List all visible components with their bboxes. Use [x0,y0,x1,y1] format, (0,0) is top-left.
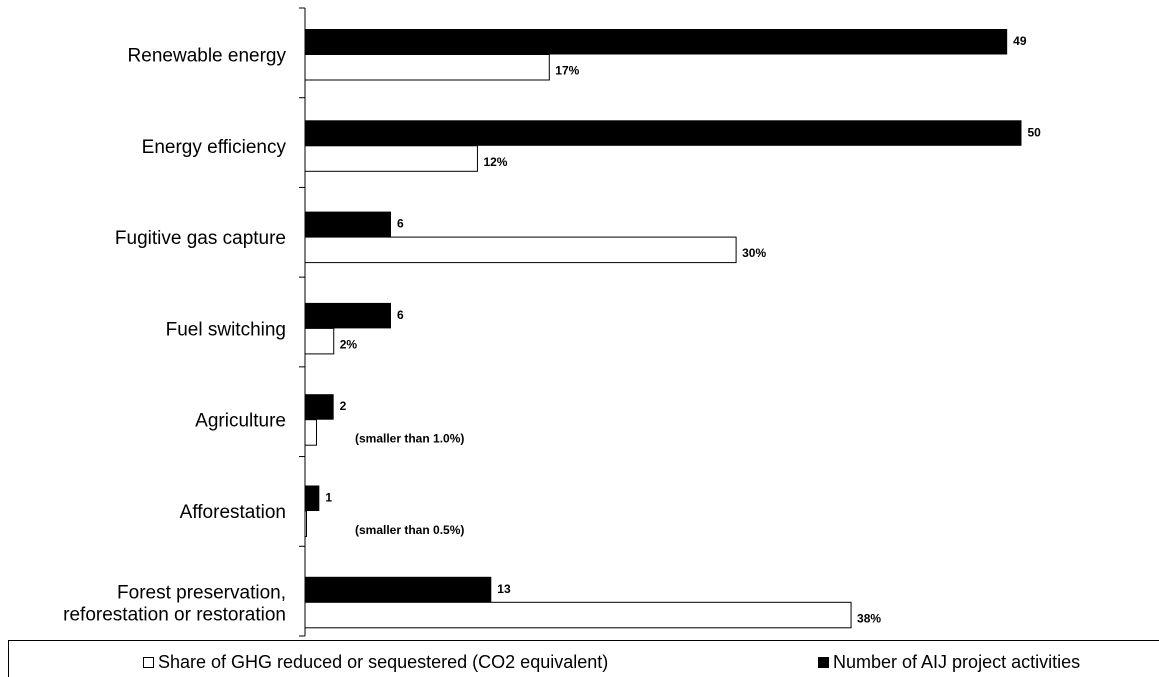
share-value-label: 30% [742,246,766,260]
category-label: Energy efficiency [142,137,287,158]
y-axis [299,7,306,637]
category-label: Fugitive gas capture [115,228,286,249]
count-bar [305,394,334,420]
share-value-label: 17% [555,64,579,78]
count-value-label: 2 [340,399,347,413]
share-note-label: (smaller than 0.5%) [355,523,464,537]
category-label: Afforestation [180,502,286,523]
category-label: Renewable energy [128,46,287,67]
share-value-label: 12% [483,155,507,169]
category-label: Agriculture [195,411,286,432]
share-bar [304,236,737,264]
count-bar [305,29,1008,55]
count-value-label: 50 [1028,125,1042,139]
count-bar [305,120,1022,146]
share-value-label: 2% [340,337,358,351]
share-note-label: (smaller than 1.0%) [355,432,464,446]
count-value-label: 6 [397,308,404,322]
count-value-label: 1 [325,491,332,505]
share-value-label: 38% [857,611,881,625]
category-label: reforestation or restoration [63,604,286,625]
legend: Share of GHG reduced or sequestered (CO2… [0,640,1159,677]
share-bar [304,145,478,172]
legend-item-count: Number of AIJ project activities [818,652,1080,673]
count-bar [305,576,492,603]
share-bar [304,601,852,629]
category-label: Fuel switching [166,319,286,340]
count-bar [305,485,320,511]
legend-label-share: Share of GHG reduced or sequestered (CO2… [158,652,609,672]
bars-layer [304,29,1022,629]
count-value-label: 6 [397,217,404,231]
count-bar [305,302,391,329]
legend-item-share: Share of GHG reduced or sequestered (CO2… [143,652,608,673]
count-bar [305,211,391,238]
share-bar [304,54,550,81]
share-bar [304,419,317,446]
legend-swatch-open [143,657,154,668]
legend-swatch-solid [818,657,829,668]
category-label: Forest preservation, [117,582,286,603]
count-value-label: 49 [1013,34,1027,48]
count-value-label: 13 [497,582,511,596]
legend-label-count: Number of AIJ project activities [833,652,1081,672]
legend-frame [8,640,1159,677]
share-bar [304,327,335,355]
